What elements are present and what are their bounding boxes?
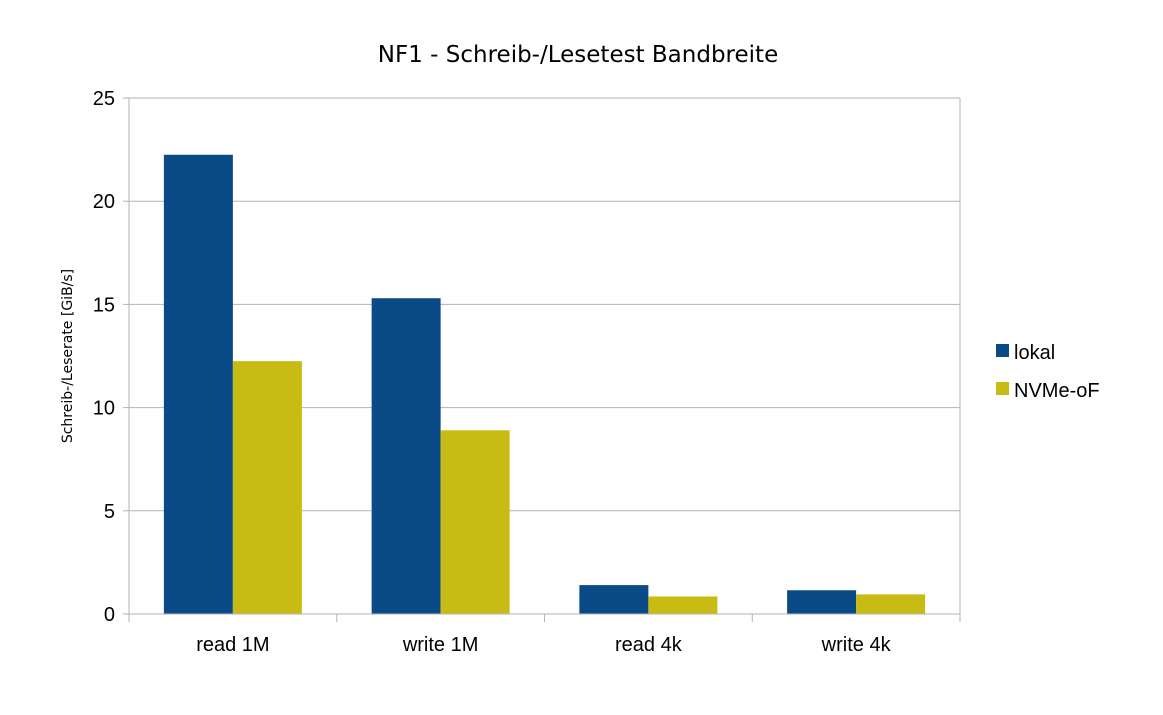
x-tick-label: read 4k — [615, 634, 683, 656]
axes — [123, 97, 961, 622]
bar-nvme-of-write-1m — [440, 430, 510, 614]
chart-title: NF1 - Schreib-/Lesetest Bandbreite — [378, 42, 778, 68]
legend-swatch-nvme-of — [996, 382, 1009, 395]
bar-lokal-write-4k — [787, 590, 857, 614]
x-tick-label: write 4k — [821, 634, 892, 656]
bar-lokal-write-1m — [371, 298, 441, 614]
bar-lokal-read-1m — [163, 154, 233, 614]
y-tick-label: 15 — [93, 294, 115, 316]
legend-label: lokal — [1014, 342, 1055, 364]
x-tick-label: write 1M — [402, 634, 479, 656]
y-tick-label: 10 — [93, 398, 115, 420]
legend-swatch-lokal — [996, 344, 1009, 357]
y-tick-label: 20 — [93, 191, 115, 213]
bar-nvme-of-read-4k — [648, 596, 718, 614]
legend-label: NVMe-oF — [1014, 380, 1100, 402]
bars — [163, 154, 926, 614]
bar-nvme-of-read-1m — [232, 361, 302, 614]
legend: lokal NVMe-oF — [996, 342, 1100, 402]
y-axis-title: Schreib-/Leserate [GiB/s] — [60, 269, 76, 443]
y-axis-ticks: 0 5 10 15 20 25 — [93, 88, 115, 626]
bar-lokal-read-4k — [579, 585, 649, 614]
x-axis-ticks: read 1M write 1M read 4k write 4k — [196, 634, 891, 656]
y-tick-label: 25 — [93, 88, 115, 110]
x-tick-label: read 1M — [196, 634, 269, 656]
y-tick-label: 5 — [104, 501, 115, 523]
bar-nvme-of-write-4k — [856, 594, 926, 614]
y-tick-label: 0 — [104, 604, 115, 626]
